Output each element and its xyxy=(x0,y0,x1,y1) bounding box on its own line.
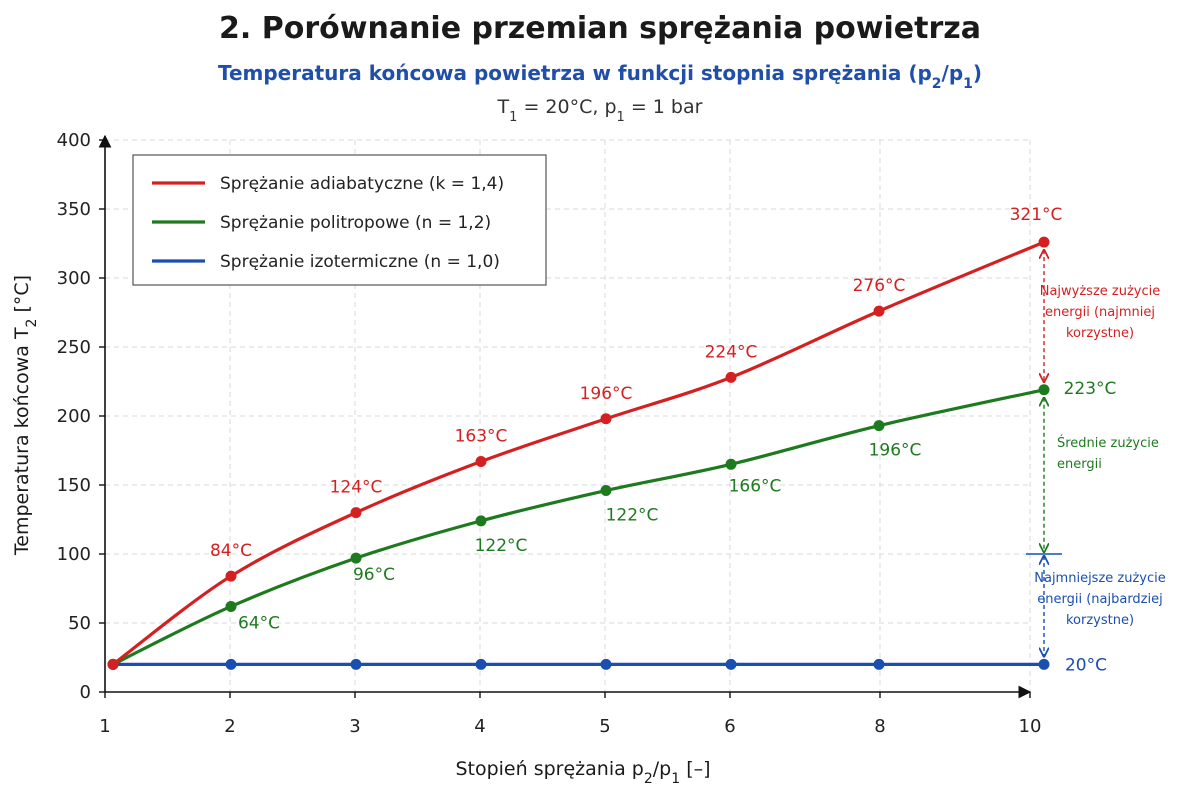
series-line-polytropic xyxy=(111,388,1046,666)
data-point-isothermal xyxy=(725,658,737,670)
data-point-polytropic xyxy=(1038,384,1050,396)
data-label-isothermal: 20°C xyxy=(1065,655,1107,675)
data-point-isothermal xyxy=(873,658,885,670)
data-label-polytropic: 64°C xyxy=(238,613,280,633)
data-label-adiabatic: 321°C xyxy=(1010,205,1063,225)
x-tick-label: 4 xyxy=(474,716,485,737)
y-tick-label: 300 xyxy=(57,268,91,289)
chart-title: 2. Porównanie przemian sprężania powietr… xyxy=(219,11,981,46)
data-label-polytropic: 122°C xyxy=(606,506,659,526)
data-point-isothermal xyxy=(1038,658,1050,670)
x-tick-label: 10 xyxy=(1019,716,1042,737)
data-point-adiabatic xyxy=(225,570,237,582)
data-label-polytropic: 96°C xyxy=(353,565,395,585)
y-tick-label: 400 xyxy=(57,130,91,151)
annotations: Najwyższe zużycie energii (najmniej korzys… xyxy=(1026,250,1166,656)
data-label-polytropic: 223°C xyxy=(1064,379,1117,399)
y-tick-label: 50 xyxy=(68,613,91,634)
annotation-text-adiabatic: Najwyższe zużycie energii (najmniej korzys… xyxy=(1040,284,1161,341)
data-label-adiabatic: 124°C xyxy=(330,478,383,498)
data-point-polytropic xyxy=(600,485,612,497)
y-tick-label: 150 xyxy=(57,475,91,496)
legend-box xyxy=(132,154,547,286)
annotation-text-polytropic: Średnie zużycie energii xyxy=(1057,435,1159,472)
data-point-adiabatic xyxy=(350,507,362,519)
data-point-adiabatic xyxy=(475,456,487,468)
data-label-adiabatic: 84°C xyxy=(210,541,252,561)
y-tick-label: 250 xyxy=(57,337,91,358)
data-label-polytropic: 196°C xyxy=(869,441,922,461)
data-point-polytropic xyxy=(873,420,885,432)
data-label-adiabatic: 196°C xyxy=(580,384,633,404)
y-tick-label: 0 xyxy=(80,682,91,703)
annotation-text-isothermal: Najmniejsze zużycie energii (najbardziej k… xyxy=(1034,571,1166,628)
data-point-polytropic xyxy=(725,458,737,470)
series-layer xyxy=(107,236,1050,670)
data-point-adiabatic xyxy=(873,305,885,317)
legend-label-adiabatic: Sprężanie adiabatyczne (k = 1,4) xyxy=(220,174,504,194)
chart-conditions: T1 = 20°C, p1 = 1 bar xyxy=(497,96,703,125)
y-tick-label: 350 xyxy=(57,199,91,220)
y-axis-label: Temperatura końcowa T2 [°C] xyxy=(11,275,40,556)
y-tick-label: 100 xyxy=(57,544,91,565)
chart-subtitle: Temperatura końcowa powietrza w funkcji … xyxy=(218,61,982,92)
x-tick-label: 2 xyxy=(224,716,235,737)
x-tick-label: 1 xyxy=(99,716,110,737)
data-label-polytropic: 166°C xyxy=(729,476,782,496)
x-tick-label: 3 xyxy=(349,716,360,737)
data-label-adiabatic: 276°C xyxy=(853,276,906,296)
legend-label-isothermal: Sprężanie izotermiczne (n = 1,0) xyxy=(220,252,500,272)
data-point-polytropic xyxy=(475,515,487,527)
data-label-adiabatic: 163°C xyxy=(455,427,508,447)
axes: 0 50 100 150 200 250 300 350 400 1 2 3 4 5 6 8 10 xyxy=(57,130,1042,737)
y-tick-label: 200 xyxy=(57,406,91,427)
data-point-isothermal xyxy=(475,658,487,670)
x-axis-label: Stopień sprężania p2/p1 [–] xyxy=(455,758,710,787)
data-labels: 20°C 64°C 96°C 122°C 122°C 166°C 196°C 223°C 84°… xyxy=(210,205,1116,675)
data-point-adiabatic xyxy=(1038,236,1050,248)
data-point-isothermal xyxy=(225,658,237,670)
data-point-polytropic xyxy=(350,552,362,564)
x-tick-label: 6 xyxy=(724,716,735,737)
data-label-polytropic: 122°C xyxy=(475,536,528,556)
legend-label-polytropic: Sprężanie politropowe (n = 1,2) xyxy=(220,213,491,233)
data-point-isothermal xyxy=(600,658,612,670)
data-point-adiabatic xyxy=(600,413,612,425)
data-label-adiabatic: 224°C xyxy=(705,342,758,362)
legend: Sprężanie adiabatyczne (k = 1,4) Sprężani… xyxy=(132,154,547,286)
x-tick-label: 5 xyxy=(599,716,610,737)
data-point-adiabatic xyxy=(107,658,119,670)
data-point-polytropic xyxy=(225,600,237,612)
data-point-adiabatic xyxy=(725,371,737,383)
data-point-isothermal xyxy=(350,658,362,670)
x-tick-label: 8 xyxy=(874,716,885,737)
